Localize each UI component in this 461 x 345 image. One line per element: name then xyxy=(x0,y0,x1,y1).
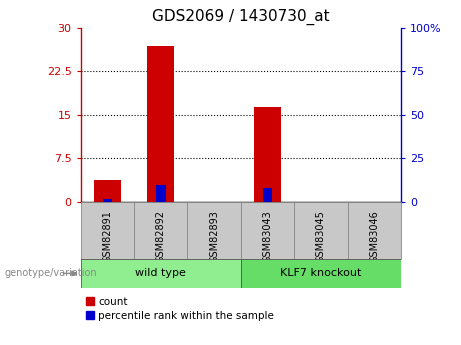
Title: GDS2069 / 1430730_at: GDS2069 / 1430730_at xyxy=(152,9,330,25)
Bar xyxy=(102,199,112,202)
Text: GSM83046: GSM83046 xyxy=(369,210,379,263)
Text: GSM82891: GSM82891 xyxy=(102,210,112,263)
Bar xyxy=(81,259,241,288)
Text: GSM82893: GSM82893 xyxy=(209,210,219,263)
Bar xyxy=(94,180,121,202)
Bar xyxy=(188,202,241,259)
Text: GSM83043: GSM83043 xyxy=(263,210,272,263)
Bar xyxy=(263,188,272,202)
Text: KLF7 knockout: KLF7 knockout xyxy=(280,268,362,278)
Bar xyxy=(241,259,401,288)
Text: GSM83045: GSM83045 xyxy=(316,210,326,263)
Text: GSM82892: GSM82892 xyxy=(156,210,166,263)
Bar xyxy=(81,202,134,259)
Bar xyxy=(148,46,174,202)
Bar xyxy=(348,202,401,259)
Bar xyxy=(294,202,348,259)
Legend: count, percentile rank within the sample: count, percentile rank within the sample xyxy=(86,297,274,321)
Bar xyxy=(254,107,281,202)
Bar xyxy=(241,202,294,259)
Bar xyxy=(156,185,165,202)
Bar xyxy=(134,202,188,259)
Text: genotype/variation: genotype/variation xyxy=(5,268,97,278)
Text: wild type: wild type xyxy=(136,268,186,278)
